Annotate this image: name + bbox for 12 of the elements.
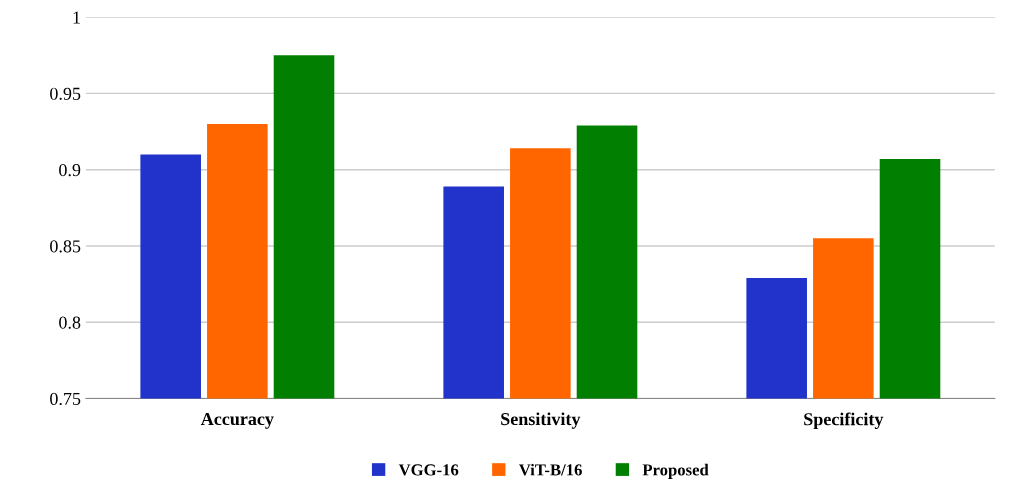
y-tick-label: 0.9	[59, 163, 81, 177]
y-tick-label: 0.75	[50, 392, 81, 406]
x-tick-label: Specificity	[804, 412, 884, 430]
y-tick-label: 0.95	[50, 87, 81, 100]
y-tick-label: 1	[73, 11, 80, 24]
x-tick-label: Sensitivity	[501, 412, 581, 429]
y-tick-label: 0.85	[50, 240, 81, 253]
legend-label: VGG-16	[398, 464, 459, 476]
y-tick-label: 0.8	[59, 316, 81, 329]
x-tick-label: Accuracy	[200, 412, 274, 429]
legend-label: Proposed	[642, 463, 709, 479]
legend-label: ViT-B/16	[518, 463, 582, 476]
